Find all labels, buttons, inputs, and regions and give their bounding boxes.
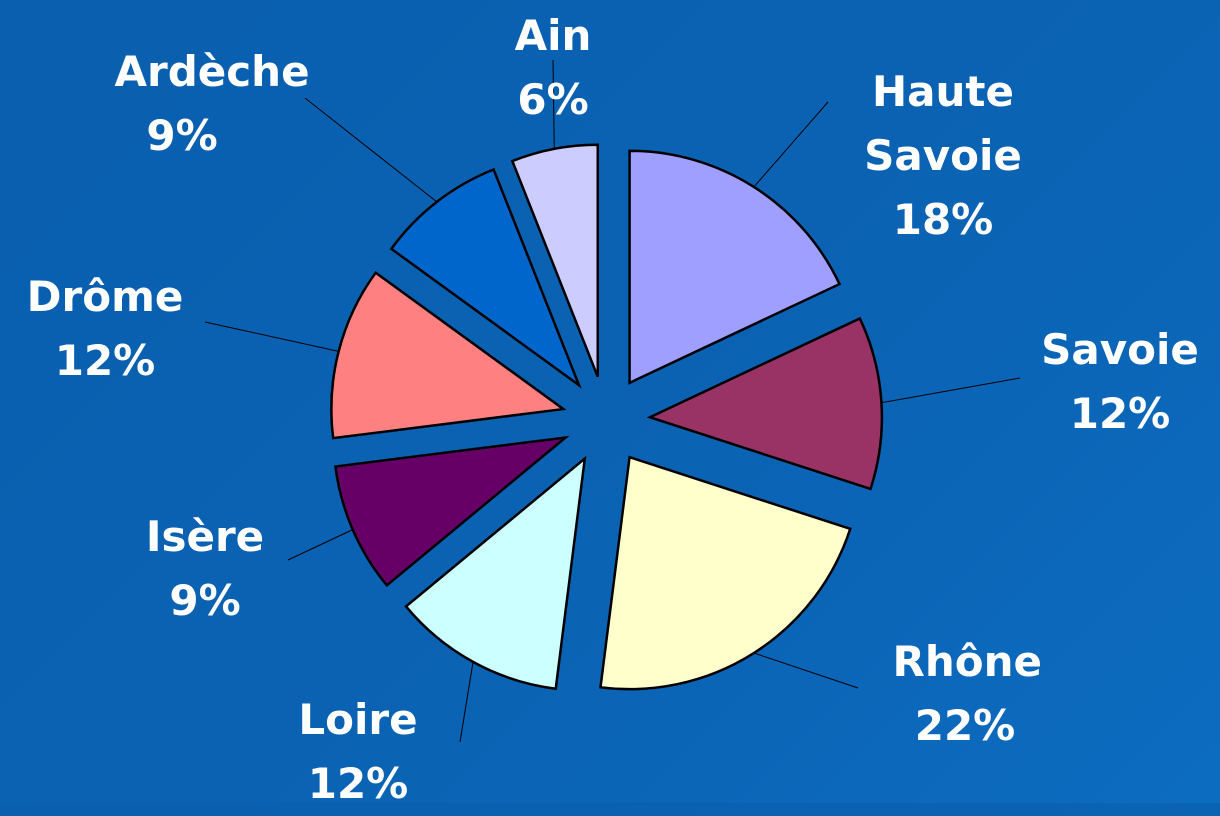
leader-line (288, 530, 353, 560)
value-label: 9% (128, 569, 283, 633)
value-label: 22% (893, 694, 1038, 758)
leader-line (754, 653, 858, 688)
category-name: Haute Savoie (861, 60, 1026, 188)
value-label: 6% (486, 68, 621, 132)
value-label: 9% (115, 104, 250, 168)
leader-line (205, 322, 339, 351)
category-name: Rhône (893, 630, 1038, 694)
leader-line (881, 378, 1020, 403)
value-label: 18% (861, 188, 1026, 252)
category-name: Isère (128, 505, 283, 569)
value-label: 12% (278, 752, 438, 816)
leader-line (460, 662, 473, 742)
category-name: Loire (278, 688, 438, 752)
category-name: Ain (486, 4, 621, 68)
leader-line (305, 98, 437, 202)
category-name: Drôme (13, 265, 198, 329)
value-label: 12% (13, 329, 198, 393)
category-name: Ardèche (115, 40, 250, 104)
value-label: 12% (1013, 382, 1220, 446)
category-name: Savoie (1013, 318, 1220, 382)
pie-slice (600, 457, 850, 689)
leader-line (754, 102, 828, 187)
